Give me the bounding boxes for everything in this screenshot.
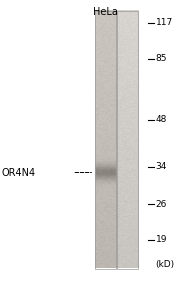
Bar (95, 11, 116, 268)
Bar (117, 11, 138, 268)
Text: 85: 85 (156, 54, 167, 63)
Text: 117: 117 (156, 18, 173, 27)
Text: OR4N4: OR4N4 (2, 167, 36, 178)
Text: 26: 26 (156, 200, 167, 208)
Text: (kD): (kD) (156, 260, 175, 268)
Text: 34: 34 (156, 162, 167, 171)
Text: 48: 48 (156, 116, 167, 124)
Text: 19: 19 (156, 236, 167, 244)
Text: HeLa: HeLa (93, 7, 118, 16)
